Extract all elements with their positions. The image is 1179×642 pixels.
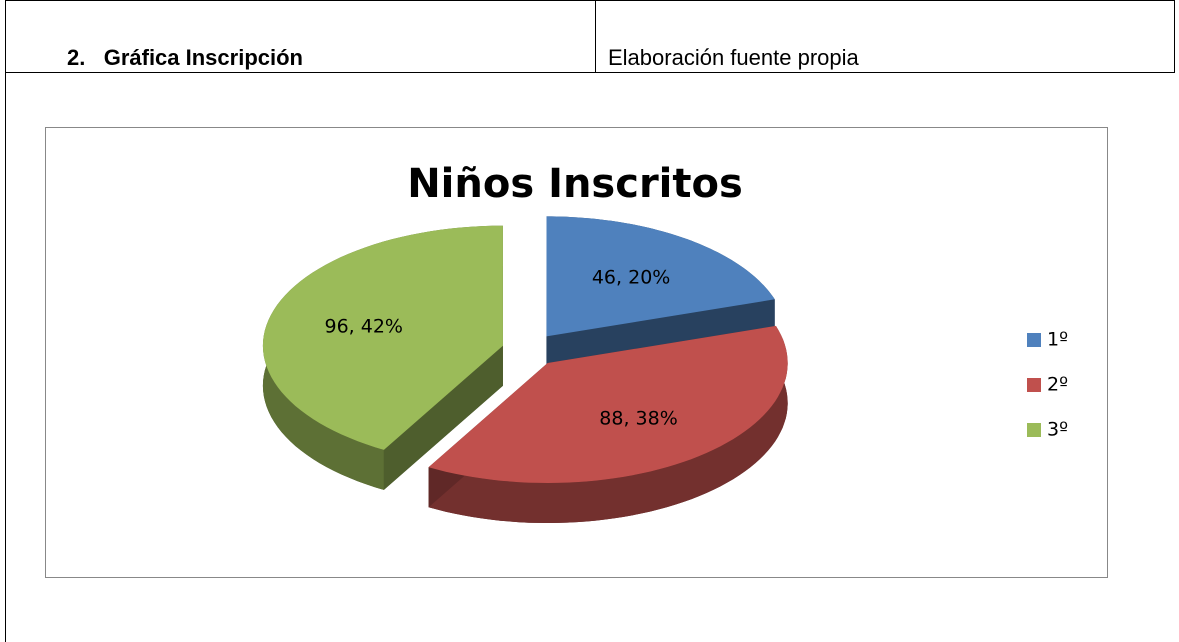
list-number: 2.: [67, 45, 86, 70]
chart-title: Niños Inscritos: [407, 161, 743, 207]
slice-wall: [383, 345, 503, 490]
legend-swatch: [1027, 333, 1041, 347]
legend-label: 3º: [1047, 419, 1068, 441]
legend-swatch: [1027, 378, 1041, 392]
slice-side: [428, 325, 788, 523]
pie-slice: [428, 325, 788, 483]
legend-label: 2º: [1047, 374, 1068, 396]
table-border: [5, 0, 1175, 73]
legend-swatch: [1027, 423, 1041, 437]
data-label: 96, 42%: [325, 316, 404, 338]
cell-divider: [595, 0, 596, 73]
source-cell: Elaboración fuente propia: [608, 45, 859, 70]
section-title: Gráfica Inscripción: [103, 45, 303, 70]
data-label: 88, 38%: [599, 407, 678, 429]
pie-slice: [546, 216, 775, 337]
legend-label: 1º: [1047, 329, 1068, 351]
data-label: 46, 20%: [592, 267, 671, 289]
header-cell: 2. Gráfica Inscripción: [67, 45, 303, 71]
pie-slice: [262, 225, 503, 450]
left-border: [5, 73, 6, 642]
